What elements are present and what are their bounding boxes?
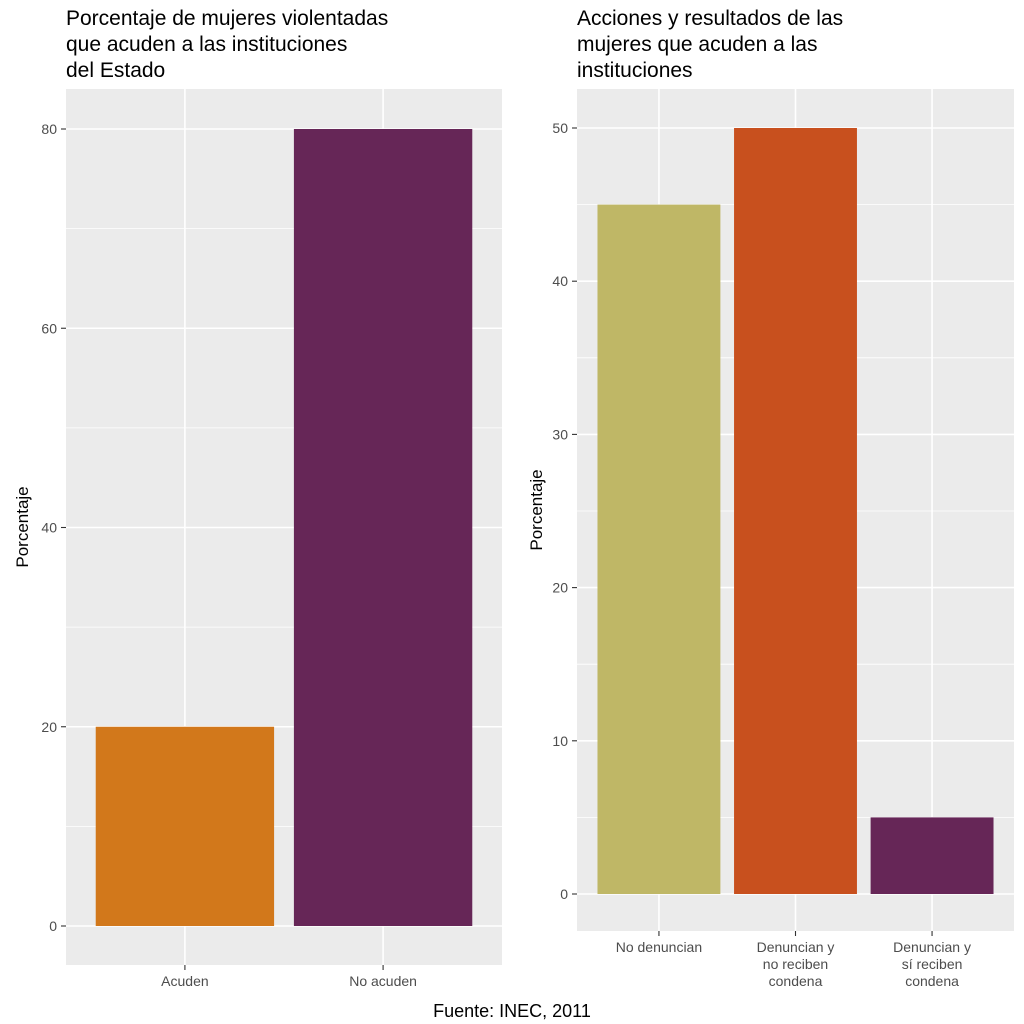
y-tick-label: 20 bbox=[552, 580, 568, 596]
chart-panel-1: Porcentaje de mujeres violentadas que acu… bbox=[13, 7, 502, 989]
y-tick-label: 50 bbox=[552, 120, 568, 136]
y-tick-label: 20 bbox=[41, 719, 57, 735]
bar-acuden bbox=[95, 726, 275, 926]
bar-no-acuden bbox=[293, 129, 473, 926]
bar-denuncian-y-no-reciben-condena bbox=[734, 128, 857, 894]
figure-caption: Fuente: INEC, 2011 bbox=[433, 1001, 591, 1021]
chart-title-line: mujeres que acuden a las bbox=[577, 33, 818, 56]
bar-denuncian-y-s-reciben-condena bbox=[870, 817, 994, 894]
y-tick-label: 40 bbox=[552, 273, 568, 289]
y-axis-label: Porcentaje bbox=[13, 486, 32, 567]
x-tick-label: Acuden bbox=[161, 973, 208, 989]
chart-title-line: Acciones y resultados de las bbox=[577, 7, 843, 30]
chart-title-line: Porcentaje de mujeres violentadas bbox=[66, 7, 388, 30]
bar-no-denuncian bbox=[597, 204, 721, 895]
chart-panel-2: Acciones y resultados de las mujeres que … bbox=[527, 7, 1014, 989]
y-axis-label: Porcentaje bbox=[527, 469, 546, 550]
y-tick-label: 30 bbox=[552, 426, 568, 442]
chart-title-line: instituciones bbox=[577, 59, 693, 82]
x-tick-label: Denuncian y no reciben condena bbox=[757, 939, 835, 989]
y-tick-label: 60 bbox=[41, 320, 57, 336]
y-tick-label: 80 bbox=[41, 121, 57, 137]
x-tick-label: No denuncian bbox=[616, 939, 702, 955]
y-tick-label: 10 bbox=[552, 733, 568, 749]
chart-title-line: del Estado bbox=[66, 59, 165, 82]
y-tick-label: 0 bbox=[560, 886, 568, 902]
y-tick-label: 40 bbox=[41, 520, 57, 536]
x-tick-label: Denuncian y sí reciben condena bbox=[893, 939, 971, 989]
chart-title-line: que acuden a las instituciones bbox=[66, 33, 347, 56]
y-tick-label: 0 bbox=[49, 918, 57, 934]
x-tick-label: No acuden bbox=[349, 973, 417, 989]
